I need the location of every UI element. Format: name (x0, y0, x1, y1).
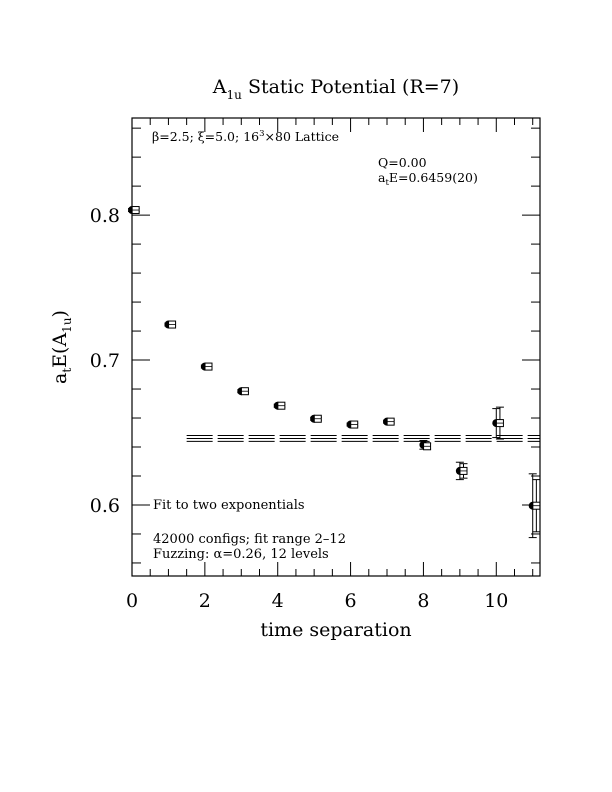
data-points (128, 206, 541, 539)
fit-band (186, 435, 540, 442)
fuzzing-annotation: Fuzzing: α=0.26, 12 levels (153, 547, 329, 562)
x-tick-label: 0 (126, 590, 138, 612)
x-tick-label: 10 (484, 590, 508, 612)
axis-tick-labels: 0 2 4 6 8 10 0.6 0.7 0.8 (90, 205, 509, 612)
x-tick-label: 8 (417, 590, 429, 612)
x-tick-label: 4 (272, 590, 284, 612)
y-axis-label: atE(A1u) (49, 310, 74, 384)
x-tick-label: 6 (345, 590, 357, 612)
y-tick-label: 0.7 (90, 350, 120, 372)
y-tick-label: 0.8 (90, 205, 120, 227)
chart-title: A1u Static Potential (R=7) (212, 76, 459, 102)
x-tick-label: 2 (199, 590, 211, 612)
plot-frame (131, 117, 541, 577)
lattice-annotation: β=2.5; ξ=5.0; 163×80 Lattice (152, 129, 339, 144)
q-annotation: Q=0.00 (378, 155, 427, 170)
x-axis-label: time separation (260, 619, 411, 641)
axis-ticks (131, 118, 540, 576)
energy-annotation: atE=0.6459(20) (378, 170, 478, 188)
configs-annotation: 42000 configs; fit range 2–12 (153, 532, 346, 547)
fit-label: Fit to two exponentials (153, 498, 305, 513)
y-tick-label: 0.6 (90, 495, 120, 517)
